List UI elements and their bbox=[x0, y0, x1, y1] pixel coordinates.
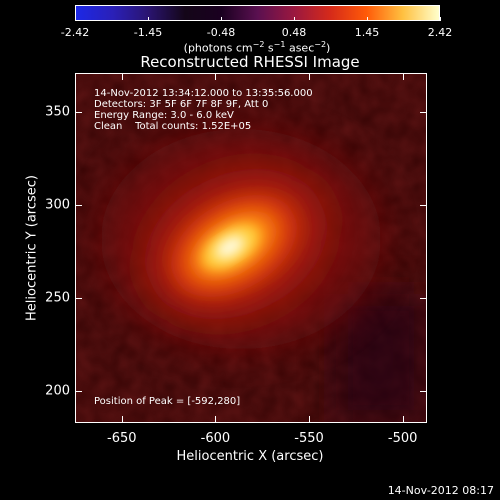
x-tick-label: -500 bbox=[387, 431, 418, 446]
annotation-line: Detectors: 3F 5F 6F 7F 8F 9F, Att 0 bbox=[94, 99, 269, 110]
colorbar-tick-label: -0.48 bbox=[206, 26, 236, 39]
y-tick-mark bbox=[420, 112, 427, 114]
colorbar-units: (photons cm−2 s−1 asec−2) bbox=[183, 40, 331, 55]
x-tick-mark bbox=[309, 73, 311, 80]
x-tick-mark bbox=[215, 416, 217, 423]
colorbar bbox=[75, 5, 440, 21]
y-tick-mark bbox=[420, 205, 427, 207]
colorbar-tick-mark bbox=[366, 17, 368, 21]
y-axis-label: Heliocentric Y (arcsec) bbox=[24, 175, 40, 321]
footer-timestamp: 14-Nov-2012 08:17 bbox=[387, 484, 494, 497]
annotation-line: Energy Range: 3.0 - 6.0 keV bbox=[94, 110, 234, 121]
y-tick-label: 350 bbox=[45, 104, 70, 120]
x-axis-label: Heliocentric X (arcsec) bbox=[176, 449, 324, 464]
y-tick-mark bbox=[75, 391, 82, 393]
colorbar-tick-label: 1.45 bbox=[354, 26, 380, 39]
x-tick-label: -600 bbox=[200, 431, 231, 446]
observation-annotations: 14-Nov-2012 13:34:12.000 to 13:35:56.000… bbox=[94, 88, 313, 132]
colorbar-tick-label: -2.42 bbox=[60, 26, 90, 39]
y-tick-label: 250 bbox=[45, 290, 70, 306]
x-tick-mark bbox=[121, 416, 123, 423]
x-tick-mark bbox=[402, 73, 404, 80]
x-tick-mark bbox=[121, 73, 123, 80]
x-tick-label: -650 bbox=[107, 431, 137, 446]
y-tick-mark bbox=[75, 298, 82, 300]
y-tick-label: 300 bbox=[45, 197, 70, 213]
annotation-line: Clean Total counts: 1.52E+05 bbox=[94, 121, 252, 132]
colorbar-tick-label: 0.48 bbox=[281, 26, 307, 39]
colorbar-tick-mark bbox=[147, 17, 149, 21]
rhessi-image: 14-Nov-2012 13:34:12.000 to 13:35:56.000… bbox=[75, 73, 427, 423]
y-tick-mark bbox=[420, 391, 427, 393]
y-tick-mark bbox=[75, 112, 82, 114]
x-tick-mark bbox=[215, 73, 217, 80]
y-tick-label: 200 bbox=[45, 383, 70, 399]
y-tick-mark bbox=[420, 298, 427, 300]
colorbar-tick-mark bbox=[74, 17, 76, 21]
image-canvas bbox=[76, 74, 426, 422]
image-title: Reconstructed RHESSI Image bbox=[140, 53, 360, 71]
colorbar-tick-label: 2.42 bbox=[427, 26, 453, 39]
colorbar-tick-mark bbox=[439, 17, 441, 21]
annotation-line: 14-Nov-2012 13:34:12.000 to 13:35:56.000 bbox=[94, 88, 313, 99]
peak-position-label: Position of Peak = [-592,280] bbox=[94, 396, 241, 407]
colorbar-tick-mark bbox=[220, 17, 222, 21]
colorbar-tick-label: -1.45 bbox=[133, 26, 163, 39]
x-tick-label: -550 bbox=[294, 431, 324, 446]
y-tick-mark bbox=[75, 205, 82, 207]
x-tick-mark bbox=[402, 416, 404, 423]
colorbar-tick-mark bbox=[293, 17, 295, 21]
x-tick-mark bbox=[309, 416, 311, 423]
